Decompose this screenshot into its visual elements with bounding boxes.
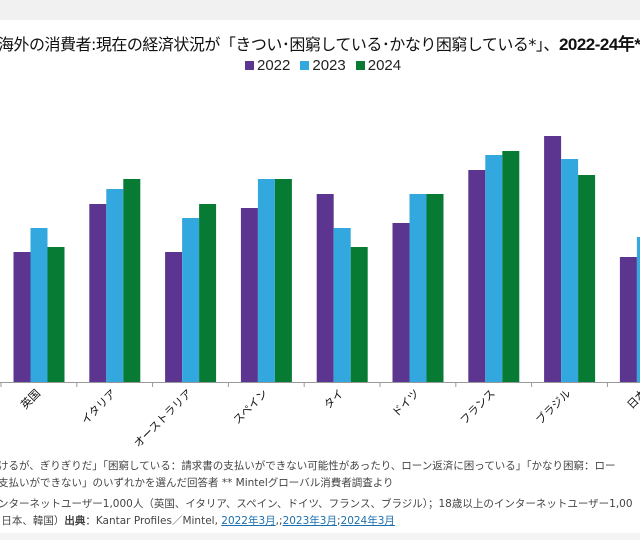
- bar-スペイン-2023: [257, 179, 275, 382]
- bar-タイ-2023: [333, 228, 351, 382]
- bar-chart: 英国 イタリア オーストラリア スペイン タイ ドイツ フランス ブラジル 日本: [0, 136, 640, 450]
- bar-ブラジル-2024: [578, 175, 596, 382]
- separator: ;: [336, 515, 341, 527]
- bar-日本-2022: [619, 257, 637, 382]
- bar-日本-2023: [636, 237, 640, 382]
- category-label: ドイツ: [389, 387, 422, 420]
- bar-ドイツ-2024: [426, 194, 444, 382]
- title-bold: 2022-24年**: [558, 35, 640, 54]
- title-main: 海外の消費者:現在の経済状況が「きつい･困窮している･かなり困窮している*」、: [0, 35, 559, 54]
- bar-ブラジル-2022: [544, 136, 562, 382]
- bar-英国-2024: [47, 247, 65, 382]
- bar-英国-2023: [30, 228, 48, 382]
- category-label: オーストラリア: [131, 387, 194, 450]
- category-label: フランス: [458, 387, 498, 427]
- separator: ,;: [275, 515, 283, 527]
- footnote-line: ンターネットユーザー1,000人（英国、イタリア、スペイン、ドイツ、フランス、ブ…: [0, 498, 633, 510]
- bar-オーストラリア-2023: [182, 218, 200, 382]
- bar-イタリア-2023: [106, 189, 124, 382]
- category-label: 日本: [624, 386, 640, 411]
- bar-ドイツ-2022: [392, 223, 410, 382]
- category-label: スペイン: [231, 387, 271, 427]
- bar-ブラジル-2023: [561, 159, 579, 382]
- top-band: [0, 0, 640, 20]
- category-label: イタリア: [79, 387, 119, 427]
- bar-タイ-2022: [316, 194, 334, 382]
- legend-swatch: [355, 61, 365, 70]
- bar-イタリア-2022: [89, 204, 107, 382]
- bar-フランス-2022: [468, 170, 486, 382]
- legend-label: 2024: [367, 57, 402, 74]
- legend: 2022 2023 2024: [245, 57, 411, 74]
- bar-ドイツ-2023: [409, 194, 427, 382]
- footnotes: けるが、ぎりぎりだ」「困窮している：請求書の支払いができない可能性があったり、ロ…: [0, 458, 633, 530]
- source-link-2022[interactable]: 2022年3月: [221, 515, 276, 527]
- footnote-text: 日本、韓国）: [1, 515, 65, 527]
- bar-オーストラリア-2024: [199, 204, 217, 382]
- category-label: ブラジル: [533, 386, 574, 427]
- source-line: 日本、韓国）出典：Kantar Profiles／Mintel, 2022年3月…: [0, 513, 633, 530]
- source-link-2024[interactable]: 2024年3月: [340, 515, 395, 527]
- legend-label: 2022: [257, 57, 291, 74]
- source-link-2023[interactable]: 2023年3月: [282, 515, 337, 527]
- bar-オーストラリア-2022: [165, 252, 183, 382]
- bar-イタリア-2024: [123, 179, 141, 382]
- source-label: 出典: [64, 515, 86, 527]
- bar-英国-2022: [13, 252, 31, 382]
- legend-swatch: [300, 61, 310, 70]
- footnote-line: けるが、ぎりぎりだ」「困窮している：請求書の支払いができない可能性があったり、ロ…: [0, 460, 616, 472]
- chart-title: 海外の消費者:現在の経済状況が「きつい･困窮している･かなり困窮している*」、2…: [0, 30, 640, 55]
- footnote-line: 支払いができない」のいずれかを選んだ回答者 ** Mintelグローバル消費者調…: [0, 477, 394, 489]
- bar-フランス-2024: [502, 151, 520, 382]
- legend-item-2024: 2024: [355, 57, 402, 74]
- bottom-band: [0, 533, 640, 540]
- legend-item-2022: 2022: [245, 57, 290, 74]
- bar-スペイン-2024: [274, 179, 292, 382]
- category-label: タイ: [321, 387, 346, 412]
- legend-label: 2023: [312, 57, 346, 74]
- bar-タイ-2024: [350, 247, 368, 382]
- bar-スペイン-2022: [240, 208, 258, 382]
- source-text: ：Kantar Profiles／Mintel,: [85, 515, 222, 527]
- bar-フランス-2023: [485, 155, 503, 382]
- legend-item-2023: 2023: [300, 57, 346, 74]
- legend-swatch: [245, 61, 254, 70]
- category-label: 英国: [18, 386, 43, 411]
